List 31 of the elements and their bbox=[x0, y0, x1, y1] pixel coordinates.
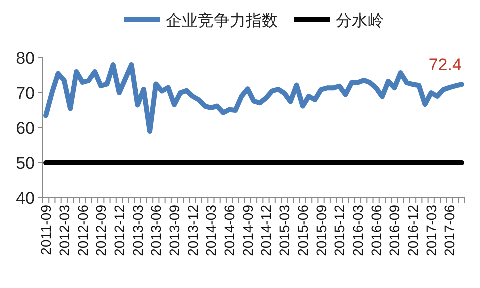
x-tick-label: 2013-12 bbox=[184, 204, 201, 256]
x-tick-label: 2015-09 bbox=[313, 204, 330, 256]
x-tick-label: 2016-12 bbox=[405, 204, 422, 256]
legend-label: 企业竞争力指数 bbox=[166, 12, 278, 30]
x-tick-label: 2013-03 bbox=[130, 204, 146, 256]
x-tick-label: 2015-06 bbox=[294, 204, 311, 256]
x-tick-label: 2012-03 bbox=[56, 204, 72, 256]
x-tick-label: 2017-06 bbox=[442, 204, 458, 256]
x-tick-label: 2013-09 bbox=[166, 204, 182, 256]
x-tick-label: 2011-09 bbox=[38, 204, 54, 256]
x-tick-label: 2014-06 bbox=[222, 204, 238, 256]
x-tick-label: 2012-06 bbox=[74, 204, 91, 256]
x-tick-label: 2016-06 bbox=[368, 204, 384, 256]
x-tick-label: 2013-06 bbox=[148, 204, 164, 256]
x-tick-label: 2014-12 bbox=[258, 204, 274, 256]
x-tick-label: 2012-12 bbox=[111, 204, 128, 256]
x-tick-label: 2017-03 bbox=[423, 204, 440, 256]
y-tick-label: 40 bbox=[16, 189, 35, 208]
y-tick-label: 70 bbox=[16, 84, 35, 103]
data-label: 72.4 bbox=[428, 56, 462, 75]
x-tick-label: 2016-09 bbox=[386, 204, 403, 256]
x-tick-label: 2014-03 bbox=[203, 204, 220, 256]
x-tick-label: 2015-03 bbox=[276, 204, 293, 256]
x-tick-label: 2015-12 bbox=[332, 204, 348, 256]
legend-label: 分水岭 bbox=[336, 12, 384, 30]
y-tick-label: 60 bbox=[16, 119, 35, 138]
x-tick-label: 2014-09 bbox=[240, 204, 256, 256]
x-tick-label: 2012-09 bbox=[93, 204, 110, 256]
x-tick-label: 2016-03 bbox=[350, 204, 366, 256]
y-tick-label: 50 bbox=[16, 154, 35, 173]
y-tick-label: 80 bbox=[16, 49, 35, 68]
